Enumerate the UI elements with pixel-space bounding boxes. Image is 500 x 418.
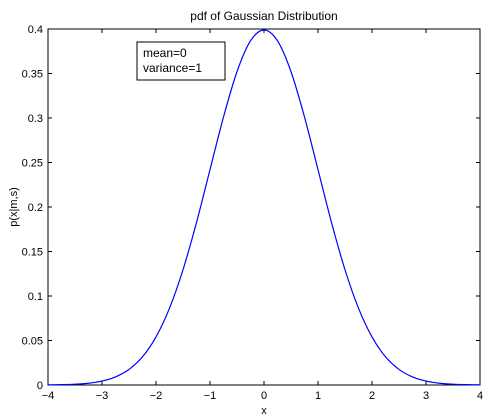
legend-box: mean=0 variance=1 <box>136 41 226 81</box>
x-tick-label: 1 <box>315 390 321 402</box>
y-axis-label: p(x|m,s) <box>8 187 20 227</box>
series-group <box>47 29 481 386</box>
y-ticks-group: 0 0.05 0.1 0.15 0.2 0.25 0.3 0.35 0.4 <box>22 24 480 392</box>
x-tick-label: −2 <box>150 390 163 402</box>
y-tick-label: 0.35 <box>22 69 43 81</box>
gaussian-pdf-line <box>47 29 481 386</box>
y-tick-label: 0.25 <box>22 158 43 170</box>
plot-area <box>47 28 481 386</box>
y-tick-label: 0.1 <box>28 291 43 303</box>
legend-line-mean: mean=0 <box>143 46 187 60</box>
x-ticks-group: −4 −3 −2 −1 0 1 2 3 4 <box>42 29 483 402</box>
x-tick-label: 3 <box>423 390 429 402</box>
x-axis-label: x <box>261 405 267 417</box>
x-tick-label: 4 <box>477 390 483 402</box>
y-tick-label: 0.2 <box>28 202 43 214</box>
legend-line-variance: variance=1 <box>143 61 202 75</box>
legend-border <box>136 41 226 81</box>
y-tick-label: 0.4 <box>28 24 43 36</box>
x-tick-label: 0 <box>261 390 267 402</box>
x-tick-label: −4 <box>42 390 55 402</box>
x-tick-label: −3 <box>96 390 109 402</box>
y-tick-label: 0 <box>37 380 43 392</box>
y-tick-label: 0.15 <box>22 247 43 259</box>
x-tick-label: −1 <box>204 390 217 402</box>
y-tick-label: 0.05 <box>22 336 43 348</box>
chart-title: pdf of Gaussian Distribution <box>190 9 337 23</box>
y-tick-label: 0.3 <box>28 113 43 125</box>
x-tick-label: 2 <box>369 390 375 402</box>
